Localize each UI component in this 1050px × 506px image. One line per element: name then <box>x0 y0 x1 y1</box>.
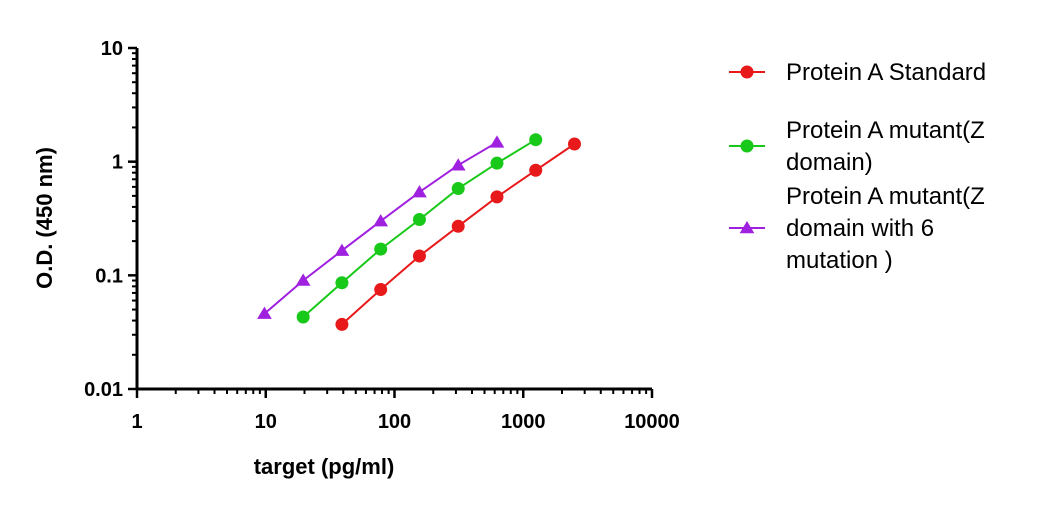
series-1-point <box>335 317 349 331</box>
series-3-point <box>295 273 311 286</box>
legend-marker <box>740 65 754 79</box>
series-1-point <box>374 283 388 297</box>
x-ticks: 1 10 100 1000 10000 <box>131 389 680 433</box>
legend-marker <box>739 221 755 234</box>
series-2-point <box>374 242 388 256</box>
legend-label: Protein A mutant(Z domain with 6 mutation … <box>786 183 985 274</box>
series-3-point <box>334 243 350 256</box>
series-1 <box>335 137 581 331</box>
x-tick-label: 1000 <box>501 411 546 433</box>
x-tick-label: 10 <box>255 411 277 433</box>
legend-entry-2: Protein A mutant(Z domain) <box>729 117 985 176</box>
series-1-point <box>529 163 543 177</box>
series-3 <box>257 135 505 319</box>
legend-entry-3: Protein A mutant(Z domain with 6 mutation … <box>729 183 985 274</box>
series-3-point <box>450 158 466 171</box>
series-3-point <box>373 214 389 227</box>
y-tick-label: 0.1 <box>95 265 123 287</box>
y-axis-title: O.D. (450 nm) <box>32 147 57 289</box>
legend-label-line: Protein A Standard <box>786 59 986 86</box>
legend-entry-1: Protein A Standard <box>729 59 986 86</box>
legend-marker <box>740 139 754 153</box>
legend-label-line: Protein A mutant(Z <box>786 117 985 144</box>
series-2-point <box>335 276 349 290</box>
series-2 <box>296 133 543 324</box>
legend-label-line: mutation ) <box>786 247 893 274</box>
legend: Protein A Standard Protein A mutant(Z doma… <box>729 59 986 274</box>
x-tick-label: 10000 <box>624 411 680 433</box>
x-tick-label: 100 <box>378 411 411 433</box>
y-tick-label: 1 <box>112 152 123 174</box>
legend-label: Protein A Standard <box>786 59 986 86</box>
series-1-point <box>412 249 426 263</box>
series-2-point <box>451 182 465 196</box>
series-2-point <box>412 212 426 226</box>
y-tick-label: 10 <box>101 38 123 60</box>
y-tick-label: 0.01 <box>84 379 123 401</box>
series-3-point <box>257 306 272 319</box>
series-layer <box>257 133 581 331</box>
series-2-point <box>296 310 310 324</box>
series-3-point <box>489 135 505 148</box>
series-1-point <box>567 137 581 151</box>
y-ticks: 0.01 0.1 1 10 <box>84 38 137 401</box>
series-1-point <box>451 219 465 233</box>
legend-label-line: domain) <box>786 149 873 176</box>
legend-label: Protein A mutant(Z domain) <box>786 117 985 176</box>
legend-label-line: domain with 6 <box>786 215 934 242</box>
x-tick-label: 1 <box>131 411 142 433</box>
series-3-point <box>412 185 427 198</box>
series-1-point <box>490 190 504 204</box>
axes <box>135 48 652 391</box>
x-axis-title: target (pg/ml) <box>254 454 395 479</box>
series-2-point <box>490 156 504 170</box>
legend-label-line: Protein A mutant(Z <box>786 183 985 210</box>
series-2-point <box>529 133 543 147</box>
